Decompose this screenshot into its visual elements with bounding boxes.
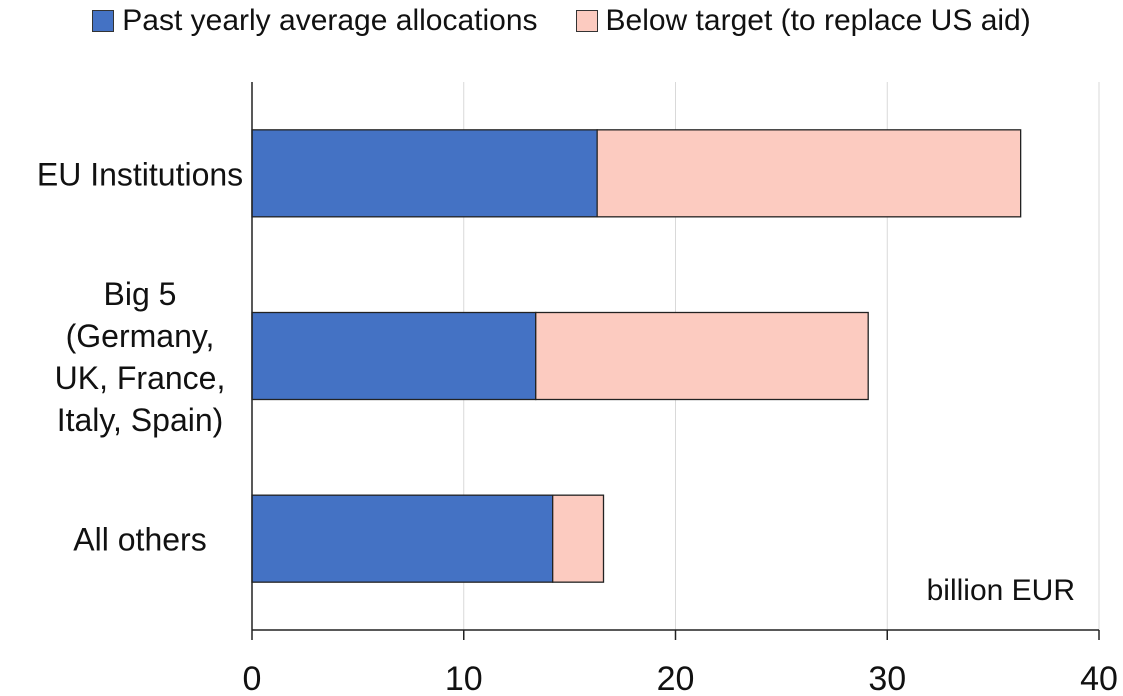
x-tick-label: 40 — [1080, 660, 1118, 696]
bar-below-target — [535, 311, 869, 401]
category-label: EU Institutions — [37, 156, 243, 192]
bar-below-target — [596, 129, 1022, 218]
legend-item-below-target: Below target (to replace US aid) — [575, 4, 1031, 38]
category-label: All others — [73, 522, 206, 558]
legend-label-below-target: Below target (to replace US aid) — [605, 4, 1031, 37]
bars — [251, 129, 1022, 583]
legend: Past yearly average allocations Below ta… — [0, 4, 1123, 38]
labels: 0 10 20 30 40 EU Institutions Big 5 (Germany, UK… — [37, 156, 1118, 696]
category-label: Big 5 — [104, 276, 177, 312]
axes — [251, 82, 1100, 640]
legend-item-past: Past yearly average allocations — [92, 4, 538, 38]
x-tick-label: 20 — [657, 660, 695, 696]
x-tick-label: 30 — [868, 660, 906, 696]
bar-past — [251, 494, 554, 583]
category-label: Italy, Spain) — [57, 402, 224, 438]
x-tick-label: 0 — [243, 660, 262, 696]
legend-swatch-below-target — [575, 10, 598, 32]
legend-label-past: Past yearly average allocations — [122, 4, 538, 37]
legend-swatch-past — [92, 10, 115, 32]
bar-past — [251, 129, 598, 218]
category-label: UK, France, — [55, 360, 226, 396]
unit-label: billion EUR — [927, 574, 1075, 607]
bar-past — [251, 311, 537, 401]
category-label: (Germany, — [66, 318, 215, 354]
x-tick-label: 10 — [445, 660, 483, 696]
bar-below-target — [552, 494, 605, 583]
